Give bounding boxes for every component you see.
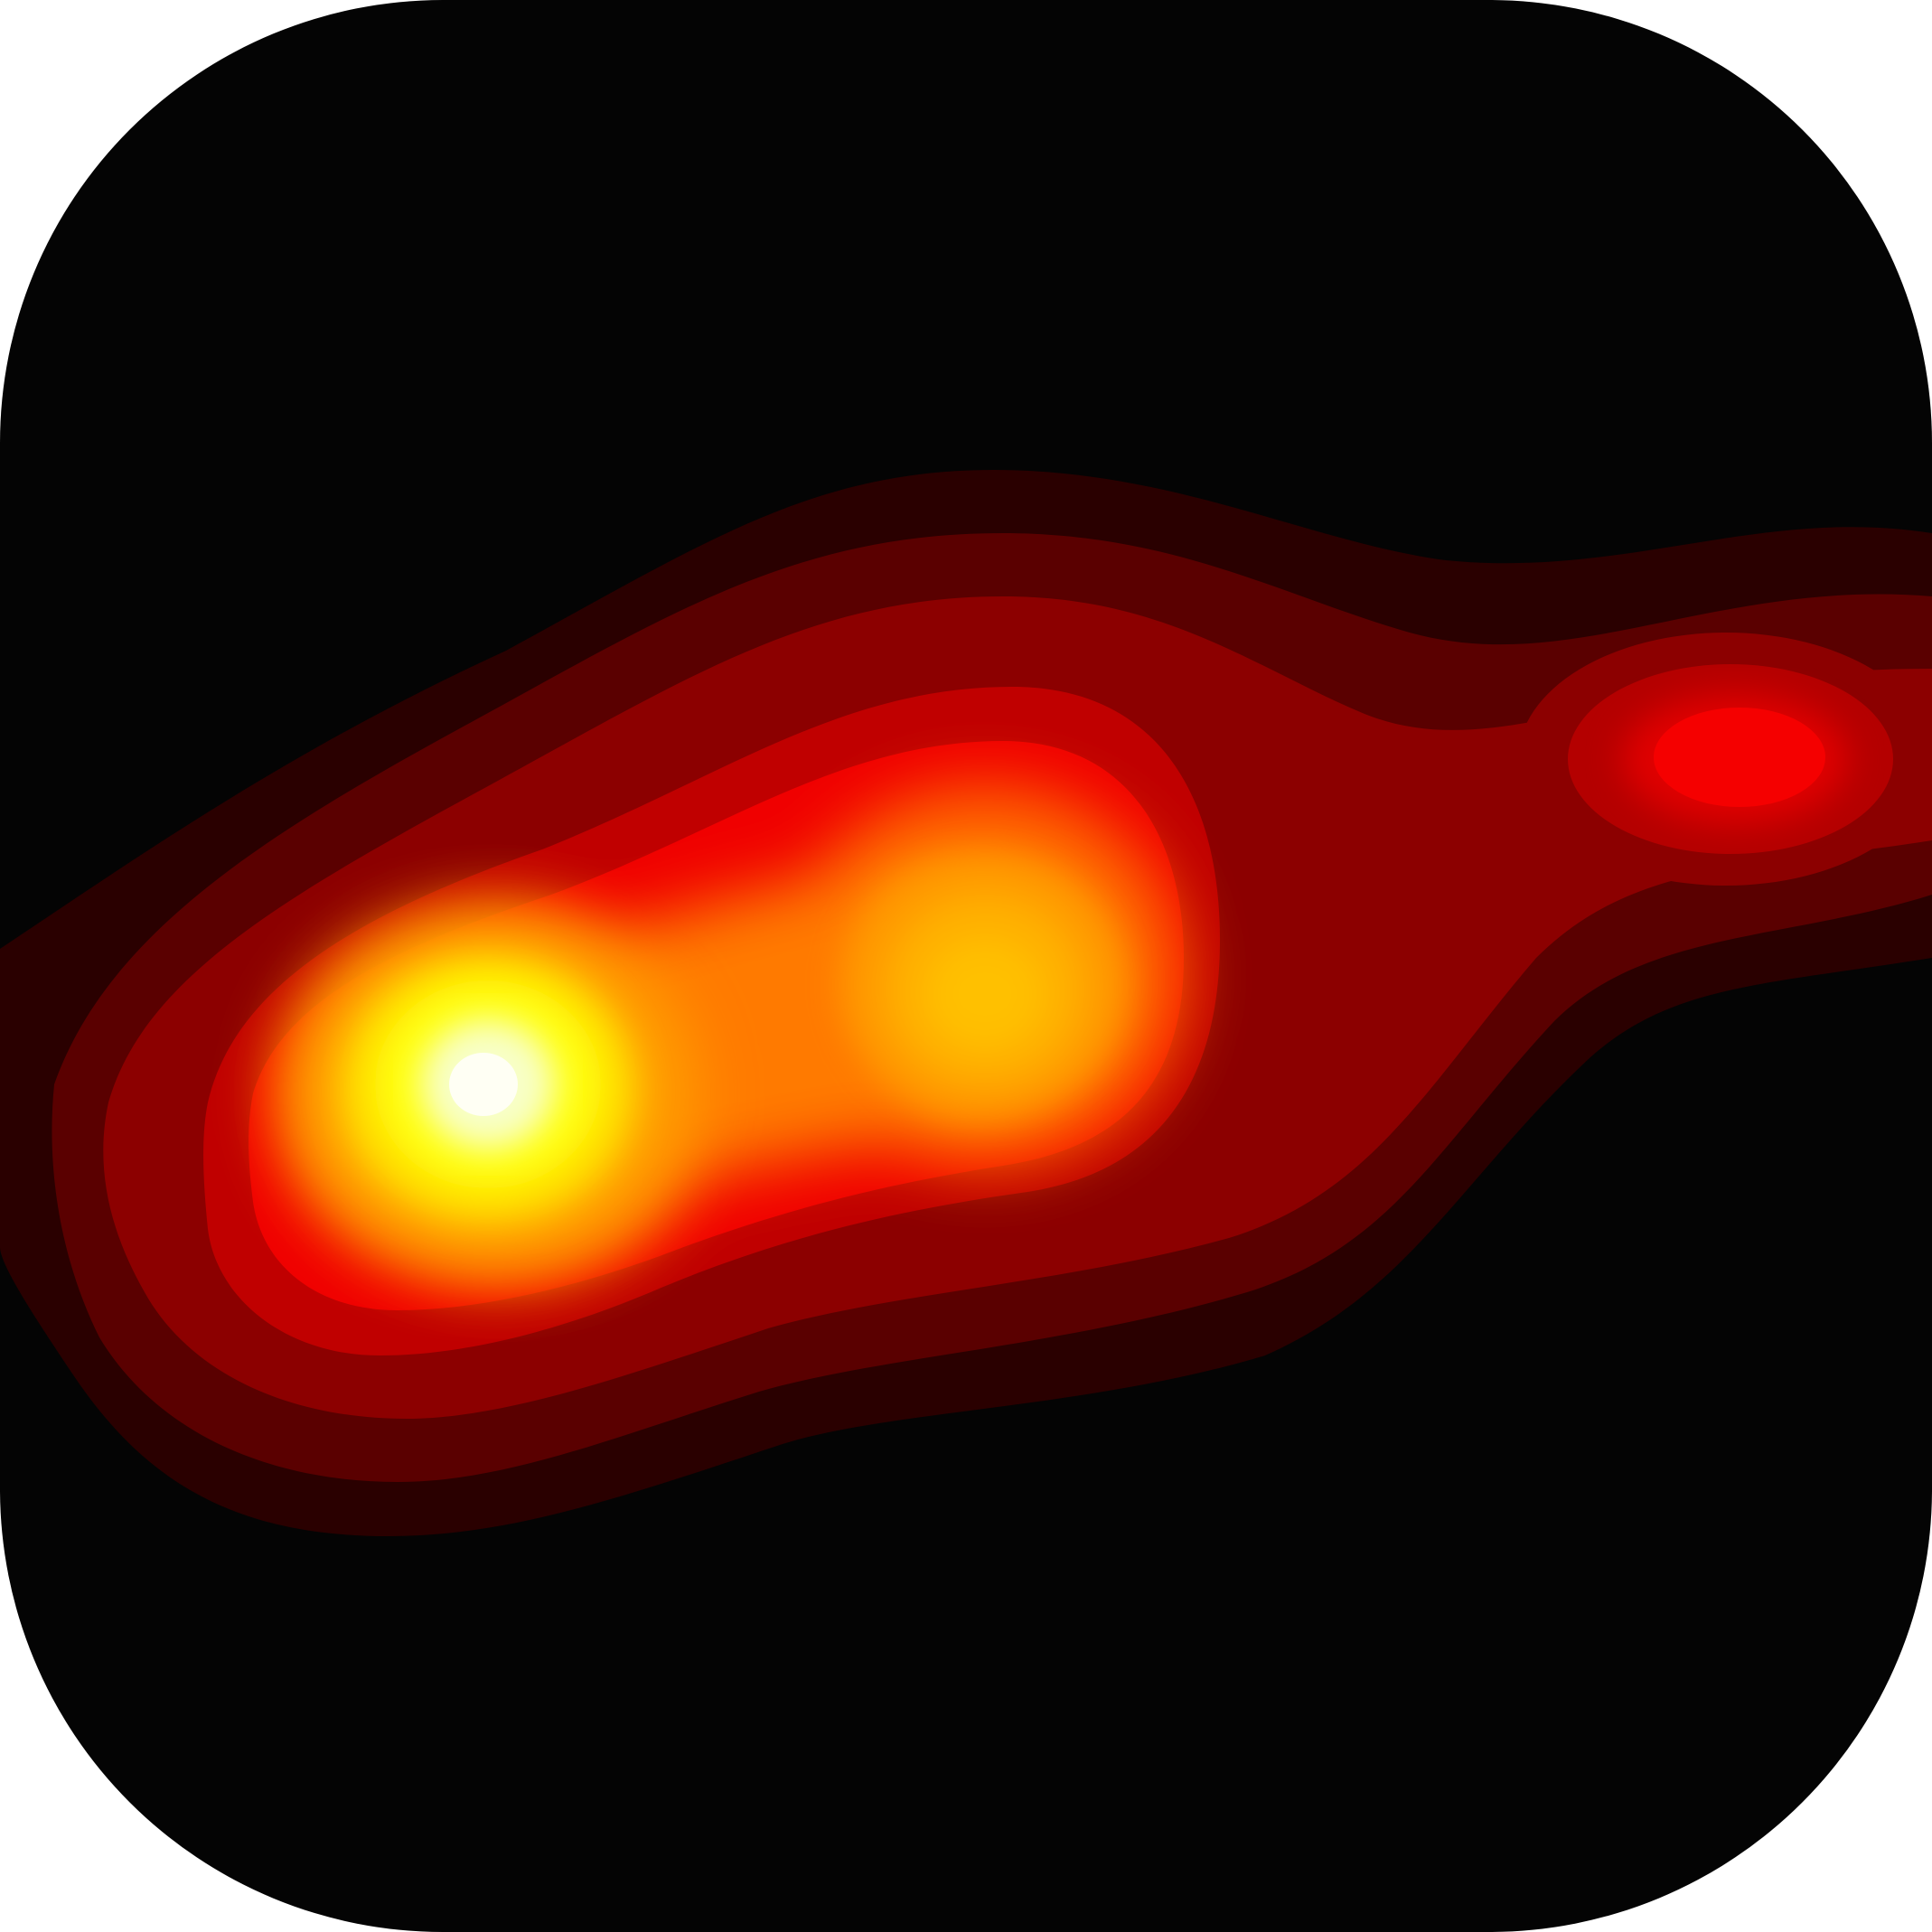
primary-hotspot: [280, 913, 696, 1274]
tertiary-hotspot: [1518, 633, 1932, 886]
secondary-hotspot: [840, 849, 1130, 1121]
